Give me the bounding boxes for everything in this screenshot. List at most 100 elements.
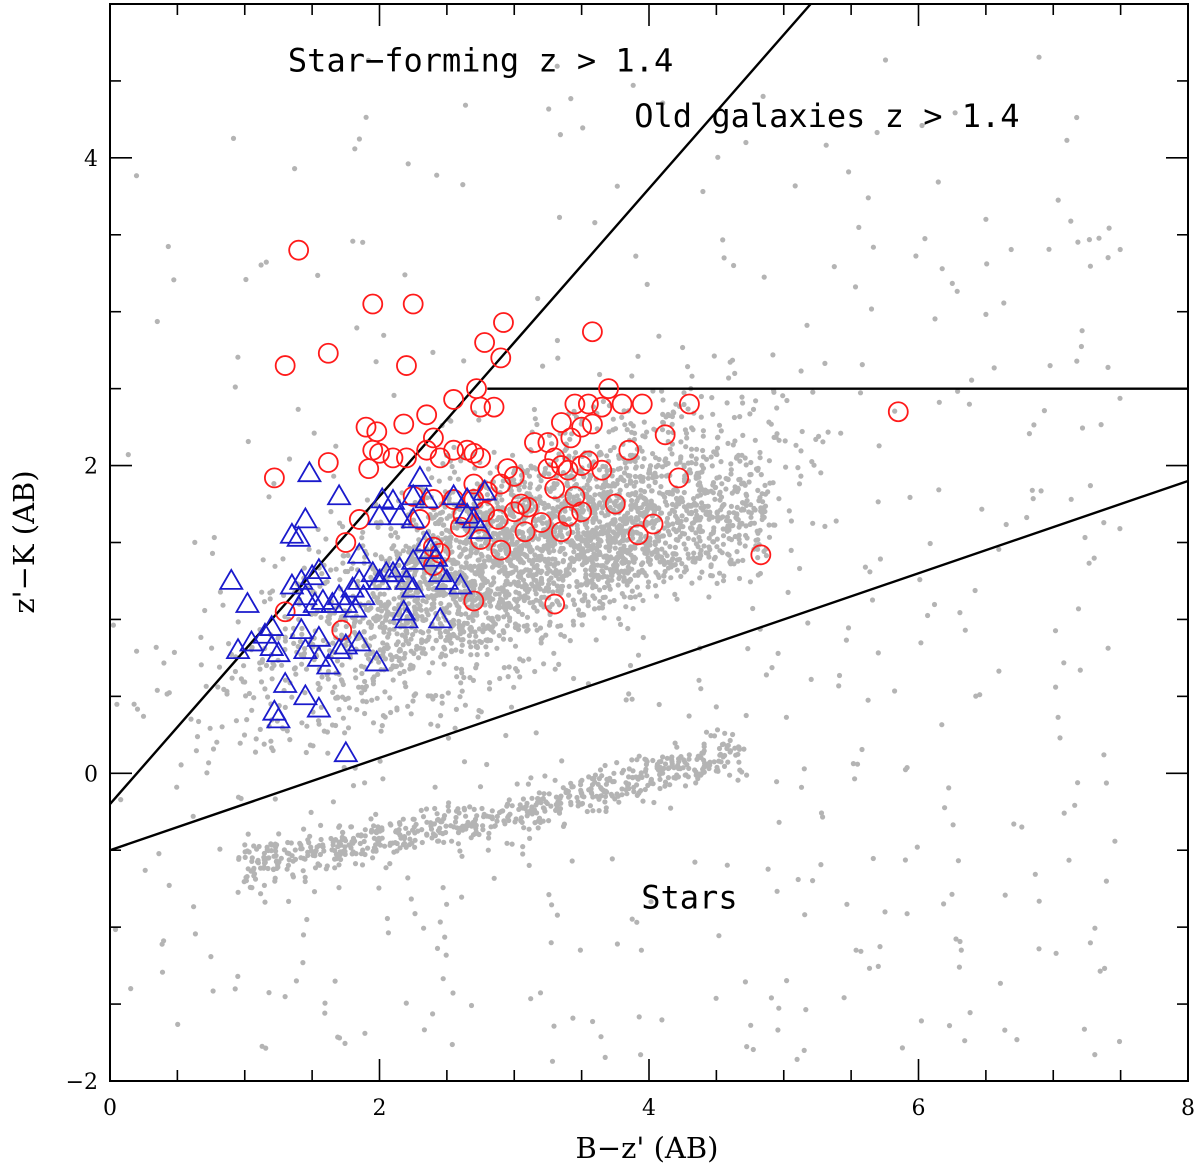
background-point	[689, 373, 695, 379]
background-point	[596, 808, 602, 814]
background-point	[753, 466, 760, 472]
background-point	[748, 510, 754, 516]
background-point	[319, 571, 325, 577]
background-point	[368, 624, 374, 631]
background-point	[524, 809, 530, 815]
background-point	[496, 535, 502, 541]
background-point	[315, 861, 321, 867]
background-point	[419, 827, 425, 833]
background-point	[324, 863, 330, 869]
background-point	[429, 606, 435, 612]
background-point	[650, 757, 656, 764]
background-point	[1041, 408, 1047, 414]
background-point	[602, 1054, 608, 1060]
background-point	[672, 562, 678, 568]
background-point	[597, 767, 604, 773]
background-point	[750, 406, 757, 412]
background-point	[332, 848, 338, 854]
background-point	[503, 570, 509, 576]
background-point	[549, 1058, 556, 1064]
background-point	[229, 675, 235, 681]
background-point	[618, 474, 624, 480]
background-point	[1105, 645, 1111, 651]
background-point	[663, 456, 669, 462]
background-point	[455, 841, 461, 847]
background-point	[515, 608, 522, 615]
circle-marker	[679, 393, 700, 415]
background-point	[425, 693, 431, 699]
background-point	[422, 579, 428, 585]
background-point	[681, 531, 688, 537]
background-points-layer	[110, 54, 1123, 1064]
background-point	[485, 623, 491, 629]
triangle-marker	[454, 502, 480, 524]
background-point	[810, 389, 816, 395]
background-point	[589, 529, 595, 535]
background-point	[631, 789, 637, 795]
background-point	[797, 565, 803, 572]
background-point	[862, 564, 869, 570]
background-point	[660, 557, 667, 564]
circle-marker	[490, 473, 512, 495]
annotation-old-galaxies: Old galaxies z > 1.4	[634, 97, 1019, 135]
background-point	[688, 525, 694, 531]
background-point	[1075, 780, 1081, 786]
background-point	[635, 652, 642, 658]
background-point	[439, 530, 445, 537]
background-point	[393, 641, 400, 648]
background-point	[762, 503, 769, 509]
background-point	[669, 413, 676, 420]
background-point	[682, 759, 688, 765]
background-point	[719, 504, 725, 510]
background-point	[297, 638, 303, 645]
background-point	[674, 744, 680, 750]
background-point	[401, 834, 408, 840]
background-point	[538, 577, 545, 584]
circle-marker	[750, 544, 772, 566]
background-point	[498, 521, 504, 527]
background-point	[362, 851, 368, 858]
background-point	[623, 465, 629, 471]
background-point	[246, 690, 252, 697]
background-point	[680, 344, 686, 351]
background-point	[532, 668, 538, 675]
background-point	[232, 668, 238, 675]
background-point	[577, 582, 584, 588]
background-point	[541, 661, 547, 667]
background-point	[482, 515, 488, 521]
circle-marker	[331, 619, 353, 641]
background-point	[714, 764, 720, 770]
background-point	[211, 534, 217, 541]
background-point	[776, 819, 782, 825]
background-point	[420, 598, 426, 604]
background-point	[799, 428, 805, 435]
background-point	[1087, 940, 1093, 946]
background-point	[755, 487, 761, 493]
background-point	[372, 552, 379, 558]
background-point	[306, 546, 312, 552]
background-point	[1038, 488, 1044, 494]
background-point	[1079, 425, 1086, 431]
background-point	[775, 1027, 781, 1033]
background-point	[599, 574, 605, 580]
background-point	[318, 614, 324, 621]
background-point	[697, 538, 703, 544]
triangle-marker	[261, 698, 287, 721]
background-point	[919, 122, 925, 129]
background-point	[359, 862, 366, 868]
background-point	[858, 948, 864, 954]
background-point	[526, 473, 533, 479]
background-point	[386, 631, 392, 637]
background-point	[711, 733, 718, 739]
background-point	[460, 637, 466, 643]
background-point	[552, 666, 558, 672]
background-point	[788, 547, 794, 554]
background-point	[713, 451, 719, 457]
background-point	[287, 737, 293, 743]
triangle-marker	[326, 637, 352, 660]
background-point	[936, 487, 942, 493]
background-point	[439, 651, 445, 657]
background-point	[740, 432, 746, 438]
background-point	[263, 662, 270, 669]
background-point	[736, 575, 743, 582]
